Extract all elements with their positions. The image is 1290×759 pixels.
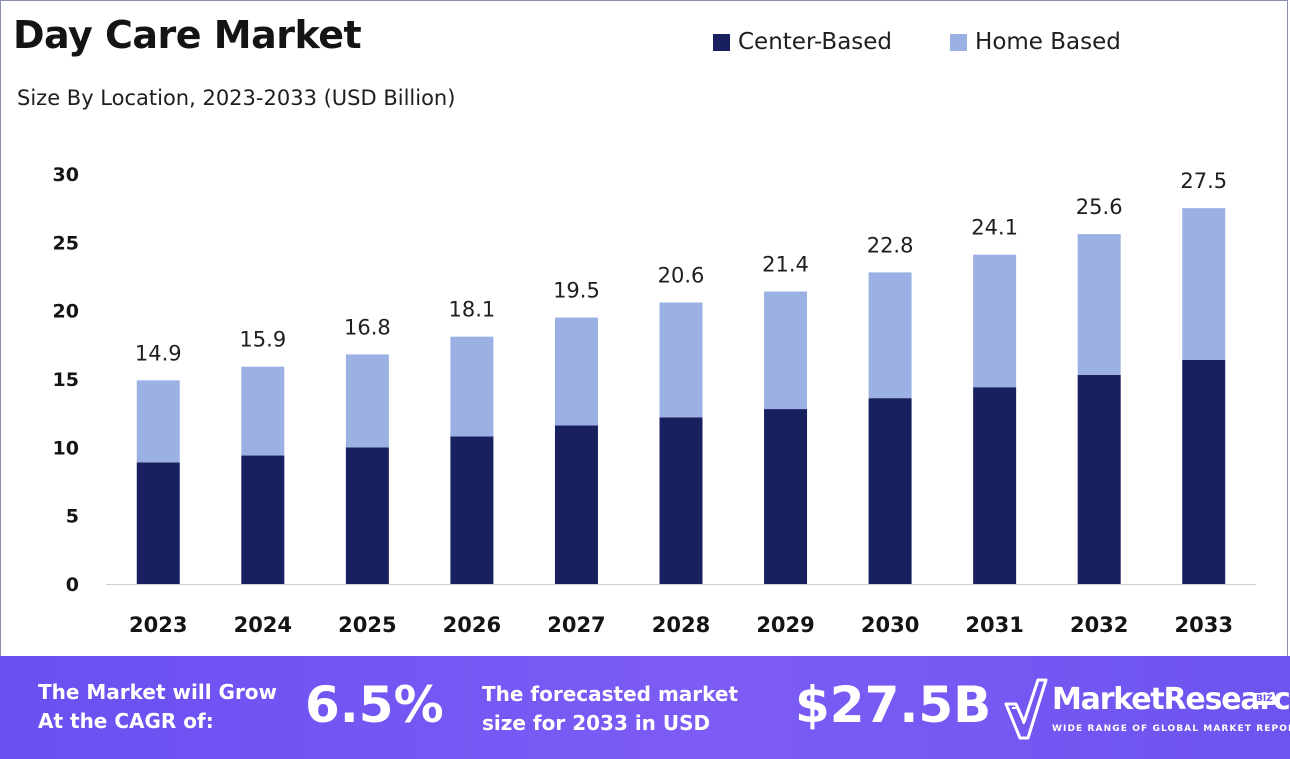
bar-total-label: 25.6: [1076, 195, 1123, 219]
legend-item-home-based: Home Based: [950, 29, 1121, 55]
bar-total-label: 20.6: [658, 263, 705, 287]
chart-frame: Day Care Market Size By Location, 2023-2…: [0, 0, 1288, 656]
bar-segment-center-based: [973, 387, 1017, 584]
legend-item-center-based: Center-Based: [713, 29, 892, 55]
forecast-value: $27.5B: [795, 676, 992, 734]
bar-segment-home-based: [764, 291, 808, 410]
x-tick-label: 2033: [1175, 613, 1233, 637]
x-tick-label: 2028: [652, 613, 710, 637]
bar-segment-home-based: [1182, 208, 1226, 360]
bar-total-label: 14.9: [135, 341, 182, 365]
x-tick-label: 2030: [861, 613, 919, 637]
bar-segment-center-based: [1077, 374, 1121, 584]
chart-subtitle: Size By Location, 2023-2033 (USD Billion…: [17, 86, 456, 110]
brand-name: MarketResearch: [1052, 682, 1290, 717]
bar-segment-home-based: [868, 272, 912, 399]
bar-segment-center-based: [659, 417, 703, 584]
bar-segment-home-based: [1077, 234, 1121, 375]
bar-segment-home-based: [450, 336, 494, 437]
y-tick-label: 25: [53, 232, 79, 254]
x-tick-label: 2024: [234, 613, 292, 637]
cagr-value: 6.5%: [305, 676, 444, 734]
bar-chart: 05101520253014.9202315.9202416.8202518.1…: [53, 164, 1256, 637]
y-tick-label: 10: [53, 437, 79, 459]
y-tick-label: 0: [66, 574, 79, 596]
y-tick-label: 15: [53, 369, 79, 391]
bar-total-label: 15.9: [239, 328, 286, 352]
brand-tagline: WIDE RANGE OF GLOBAL MARKET REPORTS: [1052, 724, 1290, 734]
bar-segment-home-based: [554, 317, 598, 426]
bar-total-label: 24.1: [971, 216, 1018, 240]
bar-segment-home-based: [345, 354, 389, 448]
x-tick-label: 2031: [965, 613, 1023, 637]
bar-segment-center-based: [241, 455, 285, 584]
bar-total-label: 16.8: [344, 315, 391, 339]
legend-swatch-center-based: [713, 33, 730, 51]
checkmark-logo-icon: [1004, 678, 1048, 740]
legend-label-home-based: Home Based: [975, 29, 1121, 55]
y-tick-label: 30: [53, 164, 79, 186]
forecast-label: The forecasted market size for 2033 in U…: [482, 682, 739, 735]
x-tick-label: 2025: [338, 613, 396, 637]
bar-total-label: 22.8: [867, 233, 914, 257]
x-tick-label: 2032: [1070, 613, 1128, 637]
bar-segment-center-based: [345, 447, 389, 584]
bar-segment-center-based: [868, 398, 912, 584]
bar-segment-home-based: [241, 366, 285, 456]
footer-banner: The Market will Grow At the CAGR of: 6.5…: [0, 656, 1290, 759]
brand-badge: BIZ: [1254, 693, 1275, 705]
bar-segment-center-based: [554, 425, 598, 584]
bar-segment-center-based: [136, 462, 180, 584]
bar-segment-home-based: [659, 302, 703, 418]
y-tick-label: 5: [66, 506, 79, 528]
chart-title: Day Care Market: [13, 13, 362, 57]
bar-total-label: 18.1: [449, 298, 496, 322]
legend: Center-Based Home Based: [713, 29, 1179, 55]
bar-segment-center-based: [450, 436, 494, 584]
bar-segment-center-based: [764, 409, 808, 584]
x-tick-label: 2029: [756, 613, 814, 637]
legend-label-center-based: Center-Based: [738, 29, 893, 55]
cagr-label: The Market will Grow At the CAGR of:: [38, 680, 278, 733]
x-tick-label: 2026: [443, 613, 501, 637]
bar-total-label: 27.5: [1180, 169, 1227, 193]
x-tick-label: 2023: [129, 613, 187, 637]
bar-segment-home-based: [973, 254, 1017, 388]
bar-total-label: 21.4: [762, 253, 809, 277]
legend-swatch-home-based: [950, 33, 968, 51]
y-tick-label: 20: [53, 301, 79, 323]
bar-segment-center-based: [1182, 359, 1226, 584]
x-tick-label: 2027: [547, 613, 605, 637]
bar-segment-home-based: [136, 380, 180, 463]
bar-total-label: 19.5: [553, 279, 600, 303]
brand-logo-block: MarketResearch BIZ WIDE RANGE OF GLOBAL …: [1002, 674, 1290, 744]
